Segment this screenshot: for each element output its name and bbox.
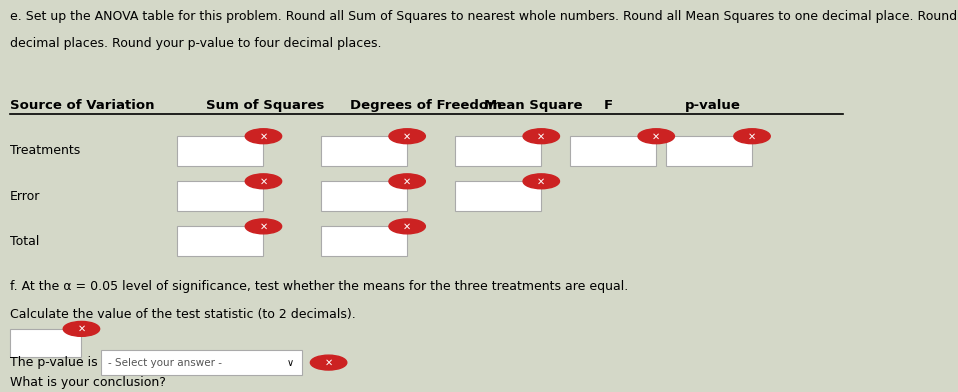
- Text: Degrees of Freedom: Degrees of Freedom: [350, 99, 502, 112]
- Text: f. At the α = 0.05 level of significance, test whether the means for the three t: f. At the α = 0.05 level of significance…: [10, 280, 627, 293]
- FancyBboxPatch shape: [666, 136, 752, 166]
- FancyBboxPatch shape: [101, 350, 302, 376]
- Text: ✕: ✕: [403, 176, 411, 186]
- FancyBboxPatch shape: [321, 181, 407, 211]
- Circle shape: [245, 174, 282, 189]
- FancyBboxPatch shape: [455, 181, 541, 211]
- Text: ✕: ✕: [403, 131, 411, 141]
- FancyBboxPatch shape: [177, 136, 263, 166]
- Text: Source of Variation: Source of Variation: [10, 99, 154, 112]
- Text: ✕: ✕: [403, 221, 411, 231]
- Text: e. Set up the ANOVA table for this problem. Round all Sum of Squares to nearest : e. Set up the ANOVA table for this probl…: [10, 10, 958, 23]
- Text: Error: Error: [10, 189, 40, 203]
- Circle shape: [523, 129, 559, 144]
- Text: Calculate the value of the test statistic (to 2 decimals).: Calculate the value of the test statisti…: [10, 308, 355, 321]
- Circle shape: [245, 129, 282, 144]
- FancyBboxPatch shape: [321, 227, 407, 256]
- Circle shape: [389, 219, 425, 234]
- Circle shape: [734, 129, 770, 144]
- Text: The p-value is: The p-value is: [10, 356, 97, 369]
- Circle shape: [310, 355, 347, 370]
- Text: ✕: ✕: [652, 131, 660, 141]
- Text: ✕: ✕: [260, 131, 267, 141]
- Text: Sum of Squares: Sum of Squares: [206, 99, 325, 112]
- Circle shape: [63, 321, 100, 336]
- Text: Treatments: Treatments: [10, 144, 80, 158]
- Circle shape: [389, 174, 425, 189]
- Text: decimal places. Round your p-value to four decimal places.: decimal places. Round your p-value to fo…: [10, 37, 381, 50]
- FancyBboxPatch shape: [321, 136, 407, 166]
- Text: ✕: ✕: [748, 131, 756, 141]
- Text: ✕: ✕: [260, 176, 267, 186]
- Circle shape: [523, 174, 559, 189]
- Circle shape: [389, 129, 425, 144]
- FancyBboxPatch shape: [10, 329, 81, 357]
- Circle shape: [245, 219, 282, 234]
- Text: ✕: ✕: [78, 324, 85, 334]
- FancyBboxPatch shape: [177, 227, 263, 256]
- Circle shape: [638, 129, 674, 144]
- Text: Total: Total: [10, 234, 39, 248]
- FancyBboxPatch shape: [570, 136, 656, 166]
- Text: ∨: ∨: [286, 358, 294, 368]
- FancyBboxPatch shape: [455, 136, 541, 166]
- Text: ✕: ✕: [260, 221, 267, 231]
- FancyBboxPatch shape: [177, 181, 263, 211]
- Text: ✕: ✕: [325, 358, 332, 368]
- Text: ✕: ✕: [537, 131, 545, 141]
- Text: - Select your answer -: - Select your answer -: [108, 358, 222, 368]
- Text: p-value: p-value: [685, 99, 741, 112]
- Text: Mean Square: Mean Square: [484, 99, 582, 112]
- Text: ✕: ✕: [537, 176, 545, 186]
- Text: F: F: [604, 99, 613, 112]
- Text: What is your conclusion?: What is your conclusion?: [10, 376, 166, 389]
